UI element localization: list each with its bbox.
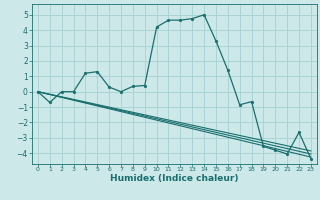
X-axis label: Humidex (Indice chaleur): Humidex (Indice chaleur) [110,174,239,183]
